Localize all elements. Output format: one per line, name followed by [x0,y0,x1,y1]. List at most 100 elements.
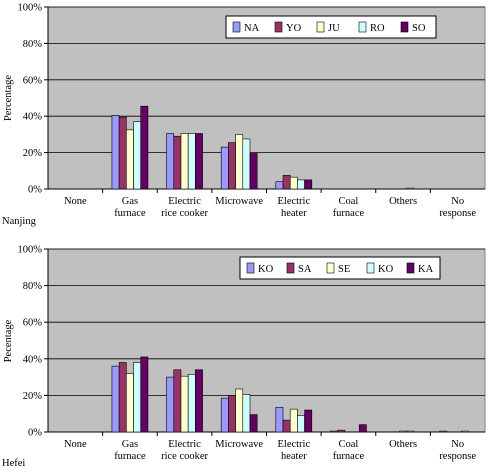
bar [111,365,120,433]
bar [297,415,305,433]
x-tick-label: rice cooker [161,208,208,219]
legend-label: SE [338,264,350,275]
bar [460,430,469,433]
legend-label: SO [412,23,426,34]
x-tick-label: response [439,208,476,219]
legend-label: NA [244,23,260,34]
x-tick-label: Others [389,439,417,450]
x-tick-label: heater [281,451,307,462]
x-tick-label: Coal [339,196,359,207]
x-tick-label: Others [389,196,417,207]
legend-label: JU [328,23,340,34]
x-tick-label: furnace [114,208,146,219]
bar [275,181,284,190]
bar [140,105,149,190]
bar [173,135,182,190]
legend-swatch [400,21,409,33]
bar [220,397,229,433]
legend-swatch [316,21,325,33]
bar [289,176,298,190]
bar [187,374,196,433]
bar [282,419,291,433]
y-tick-label: 80% [23,281,43,292]
legend: NA YO JU RO SO [225,15,437,39]
bar [133,362,142,433]
legend-label: KO [258,264,274,275]
x-tick-label: Microwave [215,196,263,207]
legend-label: YO [286,23,302,34]
legend-label: SA [298,264,312,275]
bar [235,388,244,433]
bar [330,430,338,433]
bar [439,430,448,433]
bar [228,395,236,433]
x-tick-label: None [64,196,87,207]
bar [195,133,203,190]
legend-swatch [286,262,295,274]
y-tick-label: 100% [18,3,43,14]
bar [166,133,175,190]
bar [133,121,142,190]
bar [140,356,149,433]
y-tick-label: 40% [23,112,43,123]
y-tick-label: 40% [23,354,43,365]
bar [118,362,127,433]
x-tick-label: No [451,196,464,207]
y-axis-title: Percentage [3,75,14,121]
y-tick-label: 20% [23,391,43,402]
bar [275,406,284,433]
x-tick-label: Microwave [215,439,263,450]
y-tick-label: 0% [28,428,42,439]
bar [195,369,203,433]
x-tick-label: heater [281,208,307,219]
x-tick-label: None [64,439,87,450]
legend-swatch [246,262,255,274]
bar [126,129,134,190]
x-tick-label: No [451,439,464,450]
bar [173,369,182,433]
bar [118,116,127,190]
y-tick-label: 60% [23,318,43,329]
bar [399,430,407,433]
bar [220,146,229,190]
bar [406,430,415,433]
legend-swatch [326,262,335,274]
legend-swatch [232,21,241,33]
bar [297,179,305,190]
x-tick-label: Gas [122,196,138,207]
bar [235,134,244,190]
legend-label: KA [418,264,434,275]
bar [249,153,258,190]
y-axis-title: Pecentage [3,319,14,362]
bar [242,394,251,433]
bar [289,408,298,433]
legend-swatch [274,21,283,33]
x-tick-label: Coal [339,439,359,450]
x-tick-label: Electric [277,439,310,450]
bar [358,424,367,433]
chart-2: 0%20%40%60%80%100%None GasfurnaceElectric… [2,245,486,469]
x-tick-label: furnace [333,451,365,462]
chart-caption: Nanjing [2,216,37,227]
x-tick-label: Gas [122,439,138,450]
y-tick-label: 20% [23,148,43,159]
bar [187,133,196,190]
x-tick-label: Electric [168,439,201,450]
x-tick-label: rice cooker [161,451,208,462]
x-tick-label: Electric [277,196,310,207]
legend-label: KO [378,264,394,275]
bar [304,409,313,433]
bar [337,429,346,433]
bar [180,375,189,433]
x-tick-label: response [439,451,476,462]
y-tick-label: 60% [23,75,43,86]
bar [111,114,120,190]
chart-caption: Hefei [2,458,25,469]
legend: KO SA SE KO KA [239,256,441,280]
chart-1: 0%20%40%60%80%100%None GasfurnaceElectric… [2,3,486,227]
legend-swatch [358,21,367,33]
y-tick-label: 0% [28,185,42,196]
bar [282,175,291,190]
legend-label: RO [370,23,385,34]
bar [242,138,251,190]
